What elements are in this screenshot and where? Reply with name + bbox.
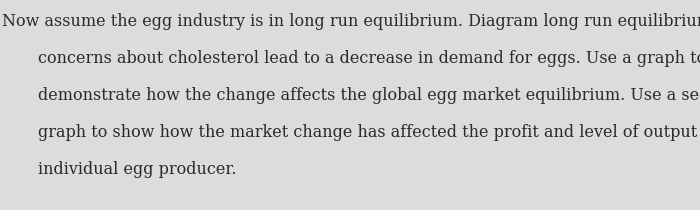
Text: individual egg producer.: individual egg producer. [38,161,237,178]
Text: demonstrate how the change affects the global egg market equilibrium. Use a seco: demonstrate how the change affects the g… [38,87,700,104]
Text: Now assume the egg industry is in long run equilibrium. Diagram long run equilib: Now assume the egg industry is in long r… [2,13,700,30]
Text: concerns about cholesterol lead to a decrease in demand for eggs. Use a graph to: concerns about cholesterol lead to a dec… [38,50,700,67]
Text: graph to show how the market change has affected the profit and level of output : graph to show how the market change has … [38,124,700,141]
